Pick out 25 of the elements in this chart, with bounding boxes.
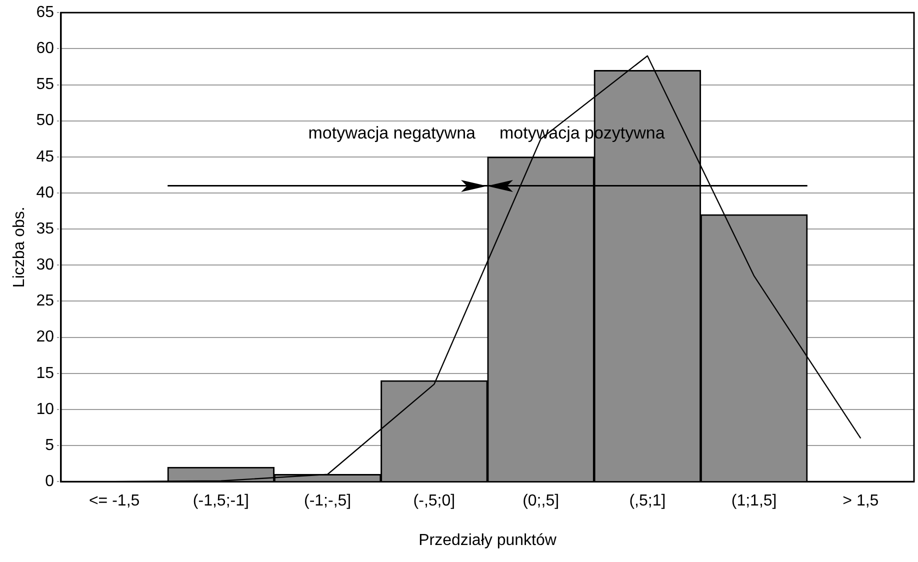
y-tick-label: 35 xyxy=(36,220,54,238)
y-tick-label: 55 xyxy=(36,76,54,94)
x-tick-label: (,5;1] xyxy=(629,492,666,510)
y-axis-title: Liczba obs. xyxy=(11,206,28,288)
y-tick-label: 40 xyxy=(36,184,54,202)
x-tick-label: > 1,5 xyxy=(842,492,879,510)
y-tick-label: 20 xyxy=(36,328,54,346)
x-tick-label: (-1,5;-1] xyxy=(192,492,249,510)
y-tick-label: 60 xyxy=(36,40,54,58)
x-tick-label: (-1;-,5] xyxy=(304,492,352,510)
annotation: motywacja negatywna xyxy=(308,123,476,142)
y-tick-label: 30 xyxy=(36,256,54,274)
x-axis-title: Przedziały punktów xyxy=(418,532,557,549)
x-tick-label: (1;1,5] xyxy=(731,492,777,510)
x-tick-label: (0;,5] xyxy=(522,492,560,510)
y-tick-label: 15 xyxy=(36,364,54,382)
x-tick-label: (-,5;0] xyxy=(413,492,456,510)
y-tick-label: 50 xyxy=(36,112,54,130)
y-tick-label: 65 xyxy=(36,4,54,22)
y-tick-label: 0 xyxy=(45,473,54,490)
y-tick-label: 5 xyxy=(45,436,54,454)
x-tick-label: <= -1,5 xyxy=(88,492,140,510)
y-tick-label: 25 xyxy=(36,292,54,310)
y-tick-label: 45 xyxy=(36,148,54,166)
y-tick-label: 10 xyxy=(36,400,54,418)
